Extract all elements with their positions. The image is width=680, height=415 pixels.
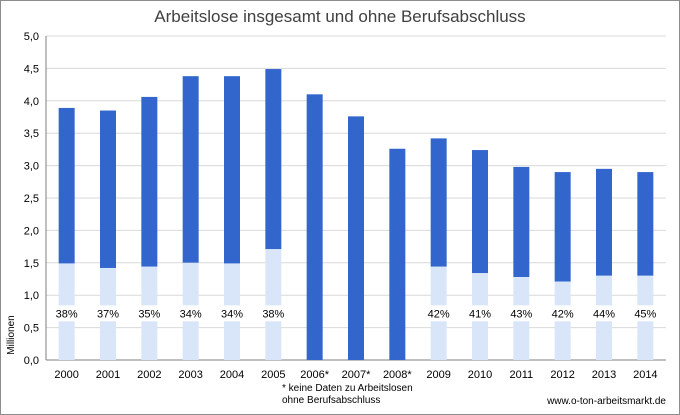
x-tick-label: 2011 (510, 369, 534, 381)
bar-total (430, 138, 447, 267)
data-label: 38% (262, 308, 284, 320)
x-tick-label: 2007* (342, 369, 371, 381)
bar-total (596, 168, 612, 276)
data-label-box (53, 305, 80, 322)
data-label: 35% (138, 308, 160, 320)
data-label-box (467, 305, 493, 322)
bar-total (637, 172, 654, 276)
data-label: 43% (510, 308, 532, 320)
x-tick-label: 2013 (592, 369, 616, 381)
bar-total (348, 116, 364, 361)
data-label: 42% (428, 308, 450, 320)
x-tick-label: 2004 (220, 369, 244, 381)
bar-without-qualification (265, 249, 282, 360)
x-tick-label: 2014 (633, 369, 657, 381)
x-tick-label: 2005 (261, 369, 285, 381)
data-label-box (632, 305, 659, 322)
y-axis-label: Millionen (6, 315, 17, 354)
data-label: 45% (634, 308, 656, 320)
data-label: 42% (552, 308, 574, 320)
data-label-box (591, 305, 617, 322)
data-label-box (260, 305, 287, 322)
y-tick-label: 1,5 (24, 258, 39, 270)
data-label: 34% (221, 308, 243, 320)
data-label-box (136, 305, 163, 322)
data-label: 34% (180, 308, 202, 320)
x-tick-label: 2008* (383, 369, 412, 381)
x-tick-label: 2009 (426, 369, 450, 381)
bar-total (141, 96, 158, 267)
x-tick-label: 2006* (300, 369, 329, 381)
data-label-box (219, 305, 245, 322)
data-label-box (549, 305, 576, 322)
y-tick-label: 2,5 (24, 193, 39, 205)
x-tick-label: 2010 (468, 369, 492, 381)
bar-total (58, 107, 75, 264)
x-tick-label: 2012 (550, 369, 574, 381)
bar-total (389, 148, 406, 360)
data-label: 41% (469, 308, 491, 320)
x-tick-label: 2002 (137, 369, 161, 381)
y-tick-label: 5,0 (24, 31, 39, 43)
x-tick-label: 2000 (54, 369, 78, 381)
x-tick-label: 2003 (178, 369, 202, 381)
x-tick-label: 2001 (96, 369, 120, 381)
bar-total (306, 94, 323, 360)
data-label-box (425, 305, 452, 322)
y-tick-label: 3,0 (24, 161, 39, 173)
bar-total (265, 69, 282, 250)
y-tick-label: 1,0 (24, 290, 39, 302)
data-label-box (508, 305, 535, 322)
bar-total (554, 172, 571, 282)
source-credit: www.o-ton-arbeitsmarkt.de (547, 396, 666, 407)
chart-title: Arbeitslose insgesamt und ohne Berufsabs… (154, 7, 526, 26)
bar-total (100, 110, 116, 268)
y-tick-label: 0,0 (24, 355, 39, 367)
data-label: 37% (97, 308, 119, 320)
y-tick-label: 3,5 (24, 128, 39, 140)
bar-total (182, 76, 199, 263)
data-label-box (177, 305, 204, 322)
y-tick-label: 2,0 (24, 225, 39, 237)
bar-total (513, 166, 530, 278)
bar-total (472, 150, 488, 274)
data-label: 38% (56, 308, 78, 320)
y-tick-label: 4,5 (24, 63, 39, 75)
footnote-line-1: * keine Daten zu Arbeitslosen (282, 383, 413, 394)
data-label-box (95, 305, 121, 322)
footnote-line-2: ohne Berufsabschluss (282, 395, 381, 406)
data-label: 44% (593, 308, 615, 320)
y-tick-label: 0,5 (24, 323, 39, 335)
y-tick-label: 4,0 (24, 96, 39, 108)
bar-total (224, 76, 240, 264)
footnote: * keine Daten zu Arbeitslosen ohne Beruf… (282, 383, 413, 407)
